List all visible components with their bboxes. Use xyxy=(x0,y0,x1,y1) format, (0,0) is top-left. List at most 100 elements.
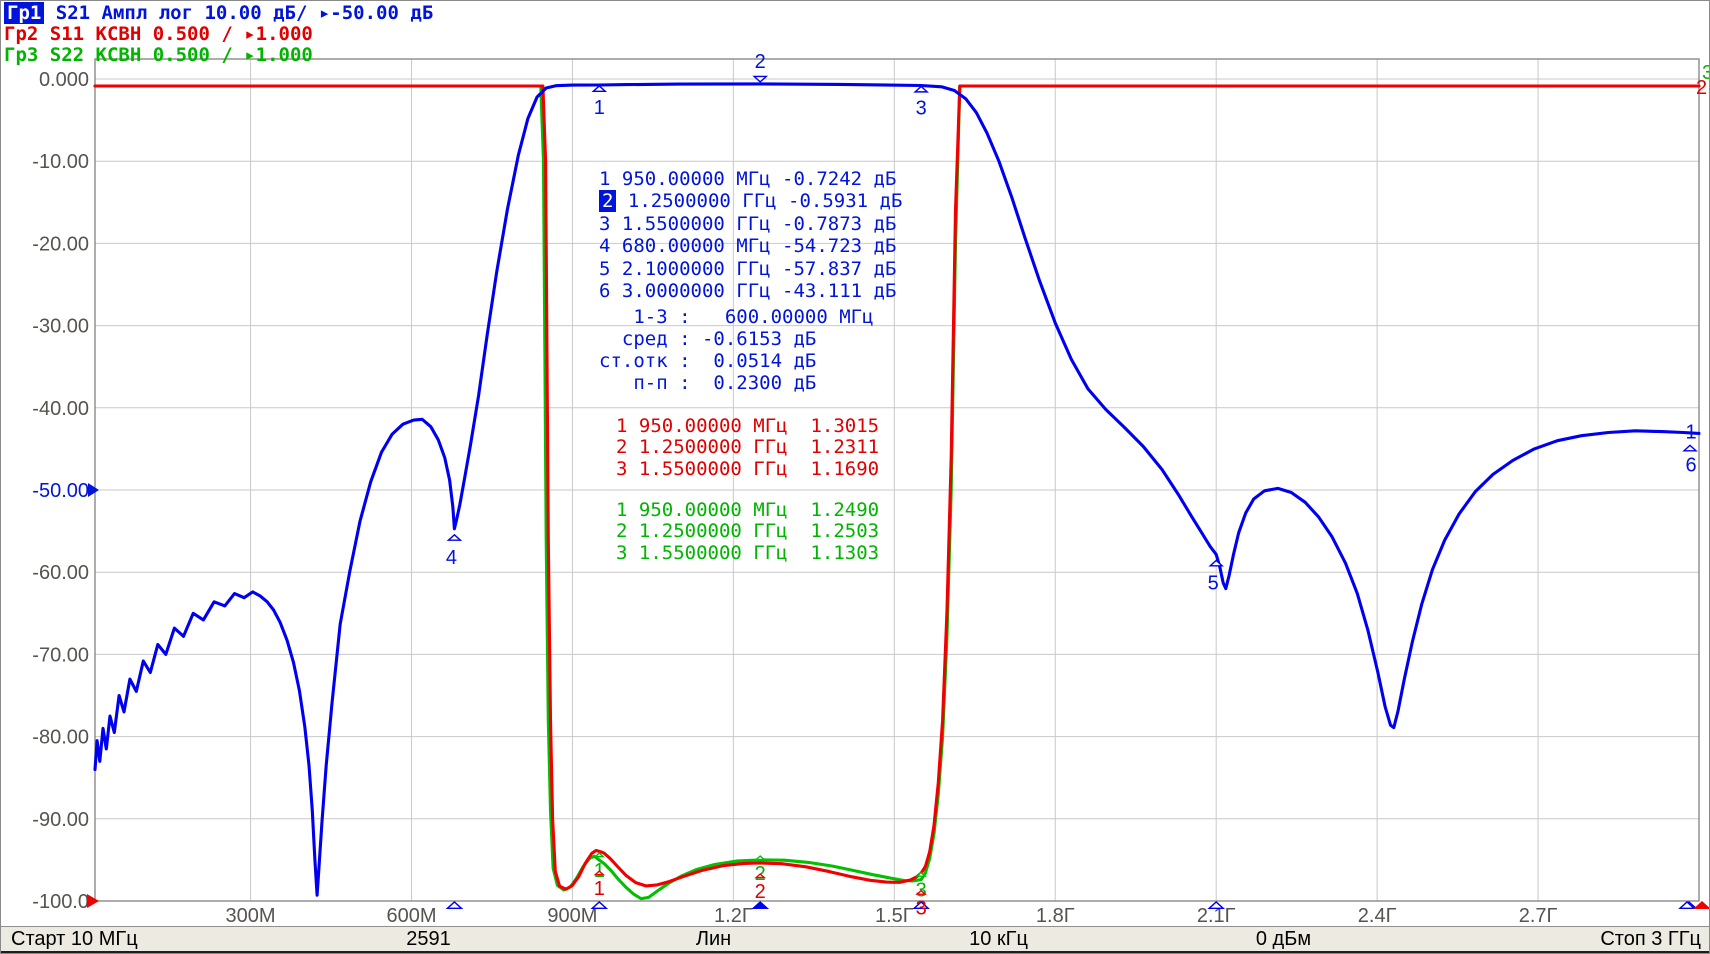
status-bandwidth[interactable]: 10 кГц xyxy=(969,928,1028,950)
legend-row-s11[interactable]: Гр2 S11 КСВН 0.500 / ▸1.000 xyxy=(4,23,313,45)
x-axis-label: 900М xyxy=(547,905,597,927)
y-axis-label: -80.00 xyxy=(32,727,89,749)
x-axis-label: 1.2Г xyxy=(714,905,753,927)
marker-triangle[interactable] xyxy=(1207,901,1226,909)
trace-s21 xyxy=(93,82,1701,897)
marker-1-s21[interactable]: 1 xyxy=(590,85,609,909)
marker-triangle[interactable] xyxy=(591,85,608,93)
marker-label-s11[interactable]: 1 xyxy=(594,878,605,900)
marker-stats-row: сред : -0.6153 дБ xyxy=(599,328,817,350)
status-points[interactable]: 2591 xyxy=(406,928,451,950)
x-axis-label: 2.4Г xyxy=(1358,905,1397,927)
marker-stats-row: 1-3 : 600.00000 МГц xyxy=(599,306,874,328)
window-bottom-strip xyxy=(1,951,1709,953)
marker-label[interactable]: 4 xyxy=(446,547,457,569)
marker-triangle[interactable] xyxy=(912,901,930,909)
marker-2-kswr-stack[interactable]: 22 xyxy=(754,855,767,903)
status-power[interactable]: 0 дБм xyxy=(1255,928,1312,950)
marker-readout-row: 3 1.5500000 ГГц 1.1303 xyxy=(616,541,880,564)
marker-readout-row: 3 1.5500000 ГГц 1.1690 xyxy=(616,457,880,480)
marker-triangle[interactable] xyxy=(593,852,606,858)
marker-3-kswr-stack[interactable]: 33 xyxy=(915,871,927,920)
marker-label[interactable]: 1 xyxy=(594,97,605,119)
x-axis-label: 2.7Г xyxy=(1519,905,1558,927)
marker-triangle[interactable] xyxy=(593,870,606,876)
channel-badge[interactable]: Гр3 xyxy=(4,44,39,66)
legend-text: S22 КСВН 0.500 / ▸1.000 xyxy=(38,44,313,66)
marker-stats-row: п-п : 0.2300 дБ xyxy=(599,372,817,394)
marker-triangle[interactable] xyxy=(1682,444,1698,452)
x-axis-label: 600М xyxy=(386,905,436,927)
traces xyxy=(93,82,1701,901)
marker-2-s21[interactable]: 2 xyxy=(751,51,770,909)
marker-triangle[interactable] xyxy=(915,871,927,877)
trace-end-indicator-s21: 1 xyxy=(1685,421,1696,443)
plot-frame xyxy=(94,58,1700,902)
status-stop[interactable]: Стоп 3 ГГц xyxy=(1600,928,1701,950)
legend-row-s22[interactable]: Гр3 S22 КСВН 0.500 / ▸1.000 xyxy=(4,44,313,66)
marker-triangle[interactable] xyxy=(751,901,770,909)
legend-row-s21[interactable]: Гр1 S21 Ампл лог 10.00 дБ/ ▸-50.00 дБ xyxy=(4,2,433,24)
marker-readout-row: 2 1.2500000 ГГц -0.5931 дБ xyxy=(599,190,902,213)
marker-triangle[interactable] xyxy=(446,533,463,541)
marker-triangle[interactable] xyxy=(754,855,767,861)
markers: 123451611223332 xyxy=(445,51,1710,920)
y-axis-label: -50.00 xyxy=(32,480,89,502)
y-axis-label: -60.00 xyxy=(32,562,89,584)
marker-readout-row: 1 950.00000 МГц -0.7242 дБ xyxy=(599,168,897,190)
marker-triangle[interactable] xyxy=(1693,901,1709,909)
marker-label[interactable]: 5 xyxy=(1208,572,1219,594)
marker-triangle[interactable] xyxy=(915,889,927,895)
y-axis-label: -30.00 xyxy=(32,316,89,338)
status-start[interactable]: Старт 10 МГц xyxy=(11,928,138,950)
marker-triangle[interactable] xyxy=(590,901,609,909)
marker-triangle[interactable] xyxy=(445,901,464,909)
channel-badge[interactable]: Гр1 xyxy=(4,2,45,24)
status-sweep[interactable]: Лин xyxy=(695,928,732,950)
marker-triangle[interactable] xyxy=(1678,901,1696,909)
y-axis-label: -40.00 xyxy=(32,398,89,420)
marker-5-s21[interactable]: 5 xyxy=(1207,559,1226,909)
marker-readout-row: 2 1.2500000 ГГц 1.2311 xyxy=(616,436,880,459)
marker-triangle[interactable] xyxy=(913,85,929,93)
marker-3-s21[interactable]: 3 xyxy=(912,85,930,909)
marker-readout-row: 3 1.5500000 ГГц -0.7873 дБ xyxy=(599,212,897,235)
marker-readout-row: 2 1.2500000 ГГц 1.2503 xyxy=(616,520,880,543)
y-axis-label: -90.00 xyxy=(32,809,89,831)
marker-readout-row: 1 950.00000 МГц 1.2490 xyxy=(616,499,880,521)
plot-grid xyxy=(94,58,1700,902)
y-axis-label: -20.00 xyxy=(32,233,89,255)
marker-triangle[interactable] xyxy=(754,873,767,879)
marker-label-s11[interactable]: 2 xyxy=(755,881,766,903)
y-axis-label: -10.00 xyxy=(32,151,89,173)
x-axis-label: 300М xyxy=(226,905,276,927)
axis-labels: 0.000 -10.00 -20.00 -30.00 -40.00 -50.00 -60.0… xyxy=(32,69,1557,927)
status-bar: Старт 10 МГц 2591 Лин 10 кГц 0 дБм Стоп … xyxy=(1,926,1709,951)
legend-text: S11 КСВН 0.500 / ▸1.000 xyxy=(38,23,313,45)
marker-stats-row: ст.отк : 0.0514 дБ xyxy=(599,350,817,372)
trace-end-indicator-s22: 3 xyxy=(1702,62,1710,84)
trace-s11 xyxy=(93,84,1701,891)
reference-arrow-s11[interactable] xyxy=(87,894,99,908)
x-axis-label: 1.8Г xyxy=(1036,905,1075,927)
x-axis-label: 2.1Г xyxy=(1197,905,1236,927)
marker-triangle[interactable] xyxy=(1208,559,1225,567)
marker-triangle[interactable] xyxy=(752,75,769,83)
marker-readout-row: 4 680.00000 МГц -54.723 дБ xyxy=(599,235,897,258)
marker-readout-row: 1 950.00000 МГц 1.3015 xyxy=(616,415,880,437)
marker-label[interactable]: 2 xyxy=(755,51,766,73)
marker-readout-row: 6 3.0000000 ГГц -43.111 дБ xyxy=(599,280,897,302)
legend-text: S21 Ампл лог 10.00 дБ/ ▸-50.00 дБ xyxy=(44,2,434,24)
marker-1-kswr-stack[interactable]: 11 xyxy=(593,852,606,900)
marker-label[interactable]: 6 xyxy=(1685,454,1696,476)
y-axis-label: -100.0 xyxy=(32,891,89,913)
y-axis-label: -70.00 xyxy=(32,644,89,666)
marker-4-s21[interactable]: 4 xyxy=(445,533,464,909)
marker-label[interactable]: 3 xyxy=(916,97,927,119)
marker-label-s11[interactable]: 3 xyxy=(916,898,927,920)
reference-arrow-s21[interactable] xyxy=(88,483,99,497)
channel-badge[interactable]: Гр2 xyxy=(4,23,39,45)
active-marker-badge: 2 xyxy=(599,190,617,213)
